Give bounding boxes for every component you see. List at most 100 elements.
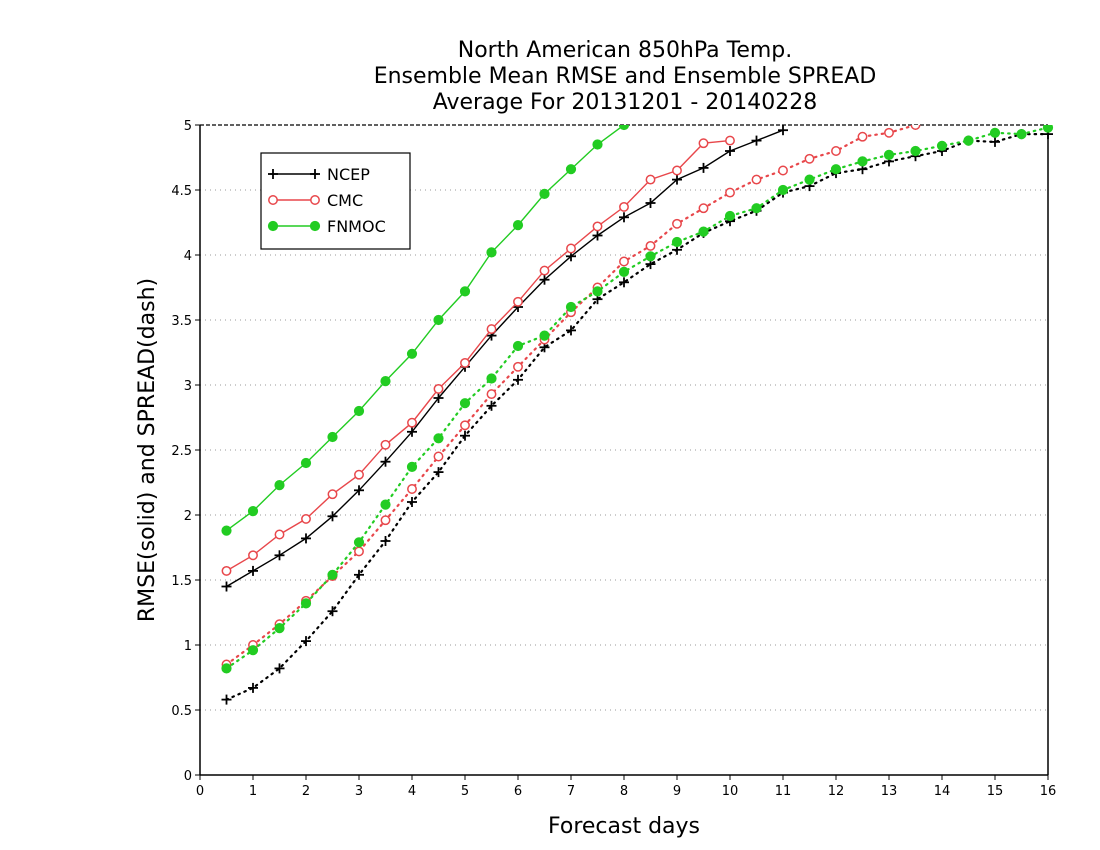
series-fnmoc-spread-point-8 [433, 433, 444, 444]
series-ncep-spread-point-29 [990, 136, 1000, 147]
series-fnmoc-spread-point-5 [353, 537, 365, 548]
chart-title-line-2: Ensemble Mean RMSE and Ensemble SPREAD [373, 64, 877, 89]
series-cmc-spread-point-24 [857, 131, 868, 142]
x-tick-label-11: 11 [775, 784, 792, 799]
series-fnmoc-rmse-point-11 [512, 220, 524, 231]
y-axis-label: RMSE(solid) and SPREAD(dash) [135, 278, 160, 622]
series-cmc-spread-point-15 [619, 256, 629, 267]
series-ncep-spread-point-15 [619, 277, 629, 288]
series-fnmoc-rmse-line [226, 125, 625, 532]
series-cmc-rmse-point-10 [486, 324, 497, 335]
series-fnmoc-spread-point-3 [300, 598, 312, 609]
series-ncep-rmse-point-17 [672, 174, 682, 185]
series-cmc-rmse [221, 135, 735, 576]
series-ncep-rmse-point-3 [301, 533, 311, 544]
series-fnmoc-spread-point-15 [618, 266, 630, 277]
x-tick-label-14: 14 [934, 784, 951, 799]
x-tick-label-5: 5 [461, 784, 469, 799]
series-fnmoc-spread-point-29 [989, 127, 1001, 138]
legend: NCEP CMC FNMOC [260, 152, 411, 250]
series-fnmoc-rmse-point-5 [353, 405, 365, 417]
series-fnmoc-rmse-point-6 [380, 376, 391, 387]
legend-item-fnmoc-marker-left [267, 220, 279, 232]
x-tick-label-9: 9 [673, 784, 681, 799]
series-ncep-rmse-point-0 [221, 581, 232, 592]
series-cmc-rmse-point-4 [327, 489, 338, 500]
series-cmc-rmse-point-0 [221, 565, 232, 576]
series-cmc-rmse-point-14 [592, 221, 603, 232]
series-fnmoc-rmse-point-10 [486, 247, 497, 258]
y-tick-label-10: 5 [184, 119, 192, 134]
series-fnmoc-spread-point-22 [804, 174, 815, 185]
series-ncep-spread-point-3 [301, 636, 311, 647]
series-ncep-rmse-point-14 [592, 230, 603, 241]
series-fnmoc-spread-point-0 [221, 663, 232, 674]
series-ncep-rmse-point-4 [327, 511, 338, 522]
series-ncep-rmse-point-2 [274, 550, 285, 561]
series-fnmoc-rmse-point-0 [221, 525, 232, 536]
series-ncep-rmse-point-15 [619, 212, 629, 223]
series-ncep-rmse-point-12 [539, 274, 550, 285]
legend-item-cmc-marker-right [310, 195, 320, 205]
series-cmc-rmse-point-6 [380, 439, 391, 450]
series-fnmoc-rmse-point-14 [592, 139, 603, 150]
legend-box [260, 152, 411, 250]
series-cmc-spread-point-10 [486, 389, 497, 400]
series-ncep-rmse-point-7 [407, 426, 417, 437]
legend-item-fnmoc-label: FNMOC [327, 217, 386, 236]
legend-item-fnmoc-marker-right [309, 220, 321, 232]
series-cmc-spread-point-25 [884, 127, 894, 138]
series-cmc-spread-point-8 [433, 451, 444, 462]
series-fnmoc-spread-point-26 [910, 145, 921, 157]
series-ncep-spread-line [225, 133, 1050, 701]
series-fnmoc-spread-point-19 [724, 210, 736, 222]
series-fnmoc-spread-point-20 [751, 203, 762, 214]
series-fnmoc-rmse-point-12 [539, 188, 550, 199]
y-tick-label-1: 0.5 [171, 704, 192, 719]
series-ncep-rmse-point-16 [645, 198, 656, 208]
legend-item-ncep-marker-left [268, 169, 278, 179]
x-tick-label-8: 8 [620, 784, 628, 799]
x-tick-label-0: 0 [196, 784, 204, 799]
series-fnmoc-spread-point-4 [327, 569, 338, 580]
series-fnmoc-spread-point-13 [565, 301, 577, 313]
series-ncep-spread-point-2 [274, 663, 285, 674]
series-ncep-spread-point-5 [354, 569, 364, 580]
series-ncep-spread-point-11 [513, 374, 523, 385]
series-fnmoc-spread-point-31 [1042, 125, 1054, 133]
series-fnmoc-spread-point-17 [671, 236, 683, 248]
series-fnmoc-spread-point-30 [1016, 129, 1027, 140]
legend-item-ncep-label: NCEP [327, 165, 370, 184]
series-ncep-spread-point-8 [433, 467, 444, 478]
series-ncep-spread-point-9 [460, 430, 470, 441]
y-tick-label-4: 2 [184, 509, 192, 524]
series-cmc-rmse-point-7 [407, 417, 417, 428]
series-fnmoc-spread [221, 125, 1054, 674]
series-cmc-spread-point-17 [672, 218, 682, 229]
series-fnmoc-spread-point-2 [274, 623, 285, 634]
x-tick-label-12: 12 [828, 784, 845, 799]
series-fnmoc-spread-point-7 [406, 461, 418, 472]
series-fnmoc-spread-point-28 [963, 135, 974, 146]
series-cmc-spread-point-5 [354, 546, 364, 557]
series-cmc-rmse-point-9 [460, 357, 470, 368]
y-tick-label-8: 4 [184, 249, 192, 264]
series-fnmoc-rmse-point-7 [406, 348, 418, 359]
series-ncep-rmse-point-6 [380, 456, 391, 467]
series-fnmoc-spread-point-27 [936, 140, 948, 151]
x-tick-label-3: 3 [355, 784, 363, 799]
series-fnmoc-spread-point-1 [247, 645, 259, 656]
series-cmc-spread-point-7 [407, 484, 417, 494]
y-tick-label-3: 1.5 [171, 574, 192, 589]
series-cmc-spread-point-23 [831, 146, 841, 156]
series-cmc-spread-point-11 [513, 361, 523, 372]
series-cmc-spread-point-9 [460, 420, 470, 431]
series-ncep-spread-point-1 [248, 682, 258, 693]
y-tick-label-5: 2.5 [171, 444, 192, 459]
series-fnmoc-rmse-point-9 [459, 286, 471, 297]
series-cmc-rmse-point-5 [354, 469, 364, 480]
series-cmc-rmse-point-18 [698, 138, 709, 149]
series-cmc-spread-point-18 [698, 203, 709, 214]
series-ncep-rmse-point-20 [751, 135, 762, 146]
